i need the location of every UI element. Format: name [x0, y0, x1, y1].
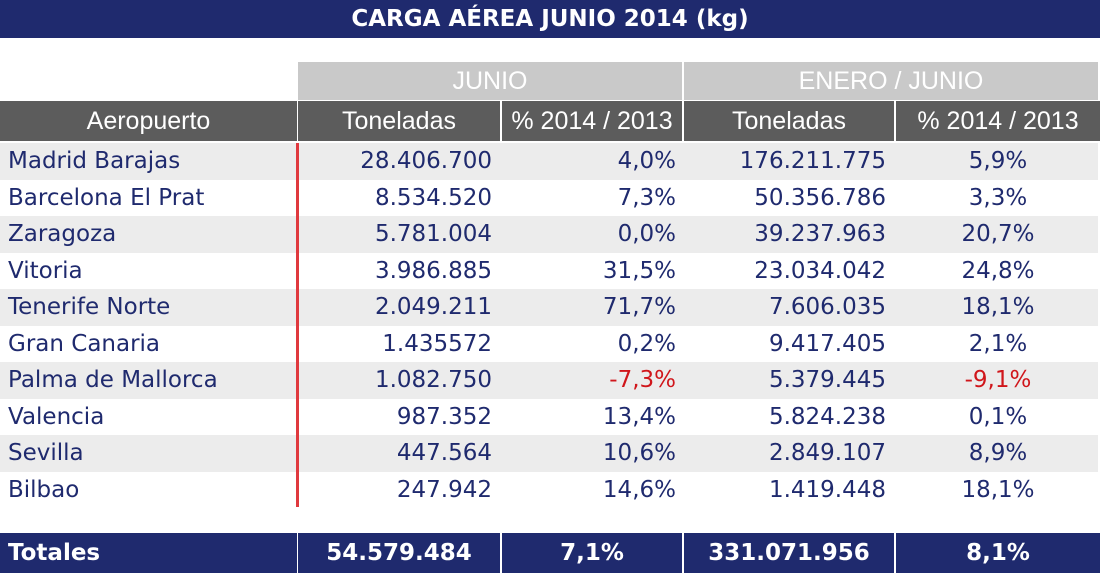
airport-name: Sevilla [8, 440, 84, 467]
cell-value: 987.352 [396, 403, 492, 430]
column-header: % 2014 / 2013 [502, 101, 682, 141]
cell-value: 3.986.885 [374, 257, 492, 284]
cell-value: 10,6% [602, 440, 676, 467]
row-background [0, 362, 1098, 399]
total-cell: Totales [0, 533, 297, 573]
cell-value: -7,3% [609, 367, 676, 394]
airport-name: Valencia [8, 403, 105, 430]
cell-value: 1.419.448 [768, 476, 886, 503]
total-cell: 54.579.484 [298, 533, 500, 573]
cell-value: 2.849.107 [768, 440, 886, 467]
cell-value: 18,1% [961, 476, 1035, 503]
row-background [0, 289, 1098, 326]
cell-value: 5.781.004 [374, 221, 492, 248]
airport-name: Madrid Barajas [8, 148, 181, 175]
cell-value: 18,1% [961, 294, 1035, 321]
cell-value: 0,1% [968, 403, 1028, 430]
row-background [0, 435, 1098, 472]
column-header: Toneladas [298, 101, 500, 141]
cell-value: 9.417.405 [768, 330, 886, 357]
cell-value: 14,6% [602, 476, 676, 503]
cell-value: 5.824.238 [768, 403, 886, 430]
cell-value: 0,2% [617, 330, 676, 357]
airport-name: Bilbao [8, 476, 80, 503]
cell-value: 7.606.035 [768, 294, 886, 321]
cell-value: 71,7% [602, 294, 676, 321]
cell-value: 8,9% [968, 440, 1028, 467]
total-cell: 8,1% [896, 533, 1100, 573]
divider [296, 143, 299, 507]
cell-value: 2.049.211 [374, 294, 492, 321]
total-cell: 7,1% [502, 533, 682, 573]
group-header: ENERO / JUNIO [684, 62, 1098, 100]
airport-name: Tenerife Norte [8, 294, 171, 321]
cell-value: 4,0% [617, 148, 676, 175]
cell-value: 176.211.775 [739, 148, 886, 175]
row-background [0, 216, 1098, 253]
cell-value: 5.379.445 [768, 367, 886, 394]
cell-value: 28.406.700 [360, 148, 492, 175]
airport-name: Gran Canaria [8, 330, 161, 357]
cell-value: 2,1% [968, 330, 1028, 357]
cell-value: 1.435572 [382, 330, 492, 357]
cell-value: 20,7% [961, 221, 1035, 248]
cell-value: 39.237.963 [754, 221, 886, 248]
cell-value: 247.942 [396, 476, 492, 503]
airport-name: Palma de Mallorca [8, 367, 218, 394]
row-background [0, 143, 1098, 180]
cell-value: 0,0% [617, 221, 676, 248]
total-cell: 331.071.956 [684, 533, 894, 573]
cell-value: 13,4% [602, 403, 676, 430]
cell-value: 447.564 [396, 440, 492, 467]
column-header: % 2014 / 2013 [896, 101, 1100, 141]
cell-value: 31,5% [602, 257, 676, 284]
cell-value: 50.356.786 [754, 184, 886, 211]
cell-value: 23.034.042 [754, 257, 886, 284]
cell-value: -9,1% [964, 367, 1032, 394]
title: CARGA AÉREA JUNIO 2014 (kg) [0, 0, 1100, 38]
cell-value: 1.082.750 [374, 367, 492, 394]
column-header: Aeropuerto [0, 101, 297, 141]
column-header: Toneladas [684, 101, 894, 141]
airport-name: Barcelona El Prat [8, 184, 205, 211]
airport-name: Zaragoza [8, 221, 117, 248]
airport-name: Vitoria [8, 257, 83, 284]
cell-value: 8.534.520 [374, 184, 492, 211]
cell-value: 3,3% [968, 184, 1028, 211]
cell-value: 7,3% [617, 184, 676, 211]
group-header: JUNIO [298, 62, 682, 100]
cell-value: 24,8% [961, 257, 1035, 284]
cell-value: 5,9% [968, 148, 1028, 175]
